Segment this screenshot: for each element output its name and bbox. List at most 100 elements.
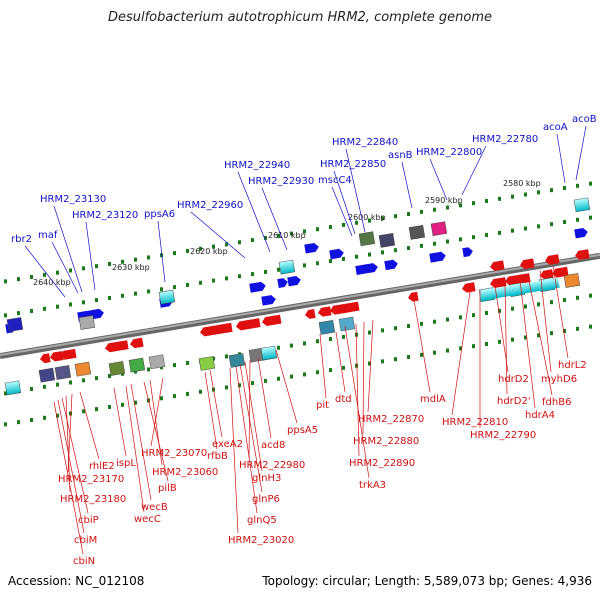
reverse-gene-label[interactable]: wecC xyxy=(134,514,161,525)
reverse-gene-label[interactable]: glnP6 xyxy=(252,494,280,505)
tick-mark xyxy=(4,279,7,284)
reverse-gene-label[interactable]: HRM2_22890 xyxy=(349,458,415,469)
reverse-gene-label[interactable]: HRM2_22880 xyxy=(353,436,419,447)
reverse-label-leader xyxy=(319,333,327,399)
forward-gene-label[interactable]: rbr2 xyxy=(11,234,32,245)
tick-mark xyxy=(459,346,462,351)
tick-mark xyxy=(576,183,579,188)
tick-mark xyxy=(498,308,501,313)
reverse-gene-label[interactable]: HRM2_22790 xyxy=(470,430,536,441)
tick-mark xyxy=(173,363,176,368)
forward-gene-arrow xyxy=(304,242,319,254)
tick-mark xyxy=(30,274,33,279)
reverse-gene-label[interactable]: hdrD2' xyxy=(497,396,531,407)
reverse-label-leader xyxy=(239,363,263,493)
reverse-gene-label[interactable]: pit xyxy=(316,400,329,411)
reverse-gene-label[interactable]: ispL xyxy=(116,458,136,469)
reverse-gene-label[interactable]: HRM2_22870 xyxy=(358,414,424,425)
forward-gene-label[interactable]: HRM2_22850 xyxy=(320,159,386,170)
tick-mark xyxy=(95,407,98,412)
reverse-gene-label[interactable]: myhD6 xyxy=(541,374,577,385)
reverse-gene-label[interactable]: hdrL2 xyxy=(558,360,587,371)
protein-domain-block xyxy=(260,345,278,361)
reverse-gene-label[interactable]: HRM2_22980 xyxy=(239,460,305,471)
forward-gene-label[interactable]: HRM2_22940 xyxy=(224,160,290,171)
protein-domain-block xyxy=(228,353,246,368)
protein-domain-block xyxy=(318,320,336,335)
genome-backbone xyxy=(0,252,600,359)
tick-mark xyxy=(303,229,306,234)
reverse-label-leader xyxy=(413,299,431,393)
forward-gene-label[interactable]: HRM2_22780 xyxy=(472,134,538,145)
reverse-label-leader xyxy=(130,383,152,501)
reverse-gene-label[interactable]: acd8 xyxy=(261,440,285,451)
protein-domain-block xyxy=(378,233,396,248)
reverse-gene-label[interactable]: cbiP xyxy=(78,515,99,526)
protein-domain-block xyxy=(74,361,92,377)
tick-mark xyxy=(186,282,189,287)
reverse-gene-label[interactable]: cbiN xyxy=(73,556,95,567)
forward-gene-label[interactable]: HRM2_23130 xyxy=(40,194,106,205)
tick-mark xyxy=(472,313,475,318)
tick-mark xyxy=(43,306,46,311)
forward-gene-label[interactable]: HRM2_22930 xyxy=(248,176,314,187)
tick-mark xyxy=(225,242,228,247)
tick-mark xyxy=(212,244,215,249)
reverse-gene-label[interactable]: glnH3 xyxy=(252,473,281,484)
forward-gene-arrow xyxy=(462,247,473,258)
reverse-gene-label[interactable]: trkA3 xyxy=(359,480,386,491)
forward-label-leader xyxy=(85,221,96,291)
tick-mark xyxy=(381,216,384,221)
forward-gene-label[interactable]: HRM2_22960 xyxy=(177,200,243,211)
forward-gene-label[interactable]: HRM2_22800 xyxy=(416,147,482,158)
protein-domain-block xyxy=(38,367,56,383)
forward-label-leader xyxy=(575,125,587,181)
tick-mark xyxy=(69,268,72,273)
tick-mark xyxy=(407,355,410,360)
tick-mark xyxy=(472,235,475,240)
reverse-gene-label[interactable]: rfbB xyxy=(207,451,228,462)
reverse-gene-label[interactable]: rhlE2 xyxy=(89,461,115,472)
reverse-gene-arrow xyxy=(545,254,560,265)
tick-mark xyxy=(446,317,449,322)
reverse-gene-label[interactable]: HRM2_22810 xyxy=(442,417,508,428)
tick-mark xyxy=(199,280,202,285)
reverse-gene-label[interactable]: glnQ5 xyxy=(247,515,277,526)
tick-mark xyxy=(134,257,137,262)
tick-mark xyxy=(550,300,553,305)
tick-mark xyxy=(82,409,85,414)
reverse-gene-label[interactable]: pilB xyxy=(158,483,177,494)
reverse-gene-label[interactable]: fdhB6 xyxy=(542,397,571,408)
tick-mark xyxy=(589,293,592,298)
reverse-gene-arrow xyxy=(222,322,233,333)
reverse-label-leader xyxy=(149,379,163,466)
reverse-gene-label[interactable]: mdlA xyxy=(420,394,446,405)
tick-mark xyxy=(56,413,59,418)
forward-gene-label[interactable]: maf xyxy=(38,230,58,241)
reverse-gene-label[interactable]: hdrA4 xyxy=(525,410,555,421)
protein-domain-block xyxy=(408,225,426,240)
reverse-gene-label[interactable]: HRM2_23020 xyxy=(228,535,294,546)
reverse-gene-label[interactable]: HRM2_23060 xyxy=(152,467,218,478)
reverse-gene-label[interactable]: HRM2_23170 xyxy=(58,474,124,485)
reverse-gene-label[interactable]: hdrD2 xyxy=(498,374,529,385)
reverse-gene-label[interactable]: cbiM xyxy=(74,535,97,546)
reverse-gene-label[interactable]: wecB xyxy=(141,502,168,513)
tick-mark xyxy=(4,313,7,318)
forward-gene-label[interactable]: asnB xyxy=(388,150,413,161)
forward-gene-label[interactable]: HRM2_23120 xyxy=(72,210,138,221)
reverse-gene-label[interactable]: HRM2_23180 xyxy=(60,494,126,505)
reverse-gene-label[interactable]: exeA2 xyxy=(212,439,243,450)
tick-mark xyxy=(433,207,436,212)
tick-mark xyxy=(121,293,124,298)
reverse-gene-label[interactable]: ppsA5 xyxy=(287,425,318,436)
forward-gene-label[interactable]: ppsA6 xyxy=(144,209,175,220)
forward-gene-label[interactable]: HRM2_22840 xyxy=(332,137,398,148)
forward-gene-label[interactable]: acoA xyxy=(543,122,568,133)
reverse-label-leader xyxy=(235,365,258,514)
reverse-gene-label[interactable]: dtd xyxy=(335,394,352,405)
forward-gene-label[interactable]: mscC4 xyxy=(318,175,352,186)
reverse-gene-label[interactable]: HRM2_23070 xyxy=(141,448,207,459)
forward-label-leader xyxy=(429,158,448,201)
forward-gene-label[interactable]: acoB xyxy=(572,114,597,125)
